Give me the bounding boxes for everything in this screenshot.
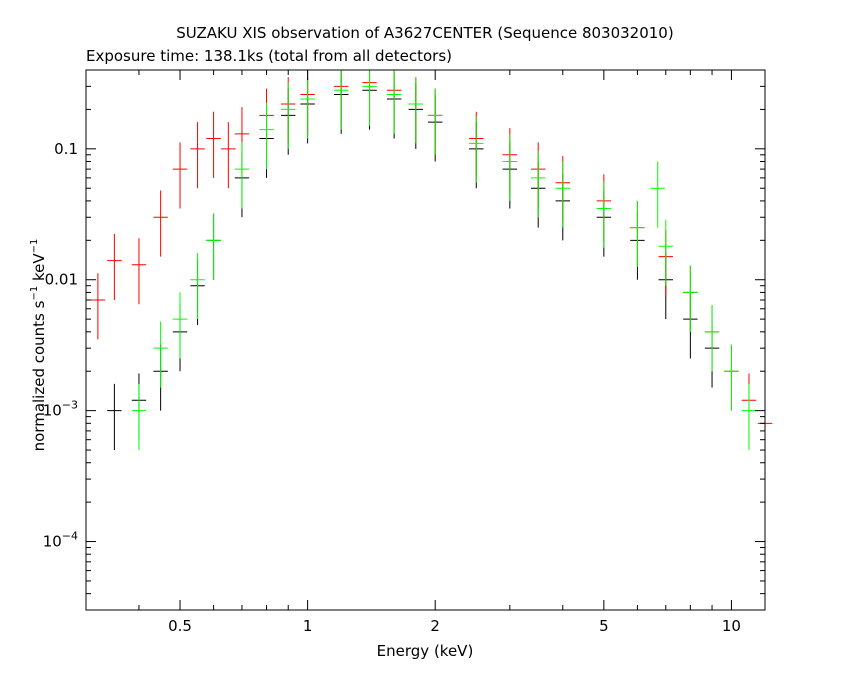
data-point: [153, 321, 168, 388]
data-point: [190, 253, 205, 320]
x-tick-label: 0.5: [168, 617, 192, 635]
y-tick-label: 10−4: [43, 530, 78, 551]
data-point: [469, 116, 484, 183]
data-point: [259, 102, 274, 170]
data-point: [153, 190, 168, 257]
data-point: [683, 265, 698, 332]
x-tick-label: 10: [722, 617, 741, 635]
data-point: [741, 383, 757, 451]
y-tick-label: 10−3: [43, 399, 78, 420]
x-tick-label: 5: [599, 617, 609, 635]
data-point: [333, 70, 349, 130]
data-points-layer: [90, 70, 773, 463]
data-point: [172, 142, 188, 209]
y-axis-label-exp2: −1: [29, 239, 40, 254]
x-axis-label: Energy (keV): [377, 642, 474, 660]
data-point: [724, 344, 739, 411]
data-point: [386, 70, 402, 134]
y-tick-label: 0.1: [54, 140, 78, 158]
data-point: [90, 273, 106, 340]
data-point: [502, 134, 518, 201]
data-point: [190, 122, 205, 189]
x-tick-label: 1: [303, 617, 313, 635]
data-point: [107, 233, 122, 301]
data-point: [362, 70, 377, 126]
y-axis-label-base: normalized counts s: [30, 300, 48, 451]
data-point: [658, 219, 674, 286]
data-point: [131, 238, 147, 305]
series-2: [131, 70, 757, 451]
series-0: [107, 70, 720, 451]
data-point: [221, 122, 236, 189]
plot-frame: [85, 69, 766, 611]
data-point: [530, 151, 546, 218]
y-axis-label-mid: keV: [30, 253, 48, 286]
y-axis-label: normalized counts s−1 keV−1: [29, 239, 48, 452]
data-point: [596, 181, 612, 248]
x-tick-label: 2: [430, 617, 440, 635]
series-1: [90, 70, 773, 463]
data-point: [408, 77, 424, 144]
data-point: [300, 72, 315, 139]
data-point: [650, 161, 665, 228]
data-point: [704, 305, 720, 372]
data-point: [107, 383, 122, 451]
data-point: [206, 213, 221, 280]
data-point: [131, 383, 147, 451]
data-point: [555, 161, 571, 228]
data-point: [172, 292, 188, 359]
y-tick-label: 0.01: [45, 271, 78, 289]
chart-title: SUZAKU XIS observation of A3627CENTER (S…: [176, 24, 673, 42]
data-point: [206, 111, 221, 178]
axes-layer: 0.5 1 2 5 10 0.1 0.01 10−3 10−4: [43, 69, 766, 635]
data-point: [427, 88, 443, 155]
chart-subtitle: Exposure time: 138.1ks (total from all d…: [86, 47, 452, 65]
data-point: [234, 142, 250, 209]
data-point: [280, 82, 296, 149]
data-point: [630, 200, 645, 268]
y-axis-label-exp1: −1: [29, 286, 40, 301]
